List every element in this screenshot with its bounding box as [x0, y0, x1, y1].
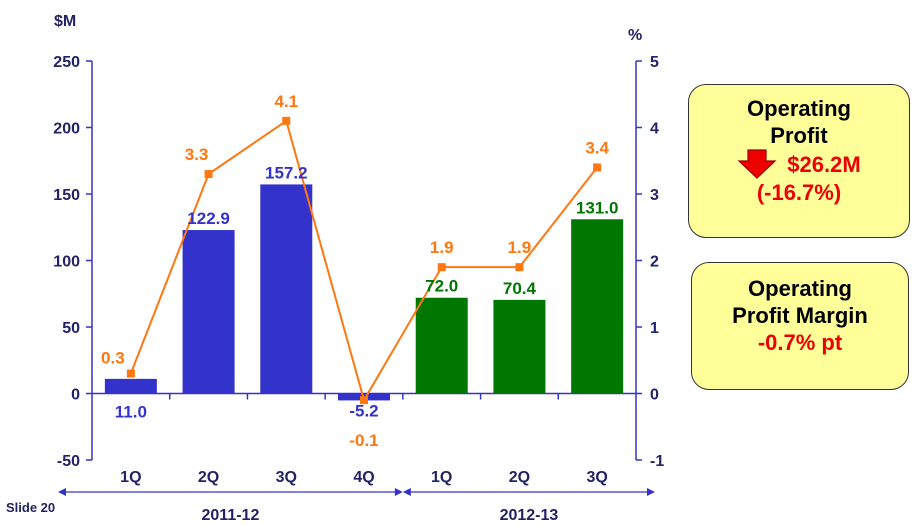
category-label: 3Q	[586, 469, 607, 486]
margin-change: -0.7% pt	[757, 330, 843, 355]
margin-point	[515, 263, 524, 272]
callout-change-row: $26.2M	[689, 149, 909, 179]
bar	[182, 230, 235, 394]
bar	[493, 299, 546, 394]
right-tick-label: -1	[650, 453, 664, 470]
margin-value-label: 0.3	[101, 349, 125, 368]
bar	[104, 378, 157, 394]
margin-point	[126, 369, 135, 378]
group-arrow-head-right	[647, 488, 655, 496]
bar-value-label: 70.4	[503, 279, 537, 298]
bar-value-label: 131.0	[576, 198, 619, 217]
bar-value-label: -5.2	[349, 402, 378, 421]
right-axis-unit: %	[628, 27, 642, 44]
group-arrow-head-left	[402, 488, 411, 496]
category-label: 2Q	[509, 469, 530, 486]
margin-point	[204, 170, 213, 179]
category-label: 4Q	[353, 469, 374, 486]
margin-line	[126, 116, 602, 405]
callout-pct: (-16.7%)	[756, 180, 842, 205]
category-label: 1Q	[431, 469, 452, 486]
right-tick-label: 2	[650, 254, 659, 271]
callout-title-1: Operating	[747, 96, 851, 121]
left-tick-label: 100	[53, 254, 80, 271]
margin-point	[437, 263, 446, 272]
axes: -50 0 50 100 150 200 250 -1 0 1 2 3 4 5 $M% 1Q 2Q 3Q 4Q 1Q 2…	[53, 13, 664, 524]
bar-value-label: 157.2	[265, 163, 308, 182]
category-label: 2Q	[198, 469, 219, 486]
bar-value-label: 122.9	[187, 209, 230, 228]
margin-value-label: 3.4	[585, 138, 609, 157]
right-tick-label: 5	[650, 54, 659, 71]
callout-change: $26.2M	[787, 151, 861, 177]
margin-title-1: Operating	[748, 276, 852, 301]
bar	[260, 184, 313, 394]
group-label: 2011-12	[202, 507, 260, 524]
left-tick-label: 200	[53, 121, 80, 138]
red-down-arrow-icon	[737, 149, 777, 179]
margin-value-label: 4.1	[274, 92, 298, 111]
callout-title-2: Profit	[770, 123, 828, 148]
left-tick-label: 50	[62, 320, 80, 337]
category-label: 3Q	[276, 469, 297, 486]
bars	[104, 184, 624, 401]
margin-title-2: Profit Margin	[732, 303, 868, 328]
operating-margin-callout: Operating Profit Margin -0.7% pt	[691, 262, 909, 390]
group-label: 2012-13	[500, 507, 559, 524]
category-label: 1Q	[120, 469, 141, 486]
margin-value-label: 1.9	[508, 238, 532, 257]
margin-point	[282, 116, 291, 125]
margin-point	[593, 163, 602, 172]
right-tick-label: 3	[650, 187, 659, 204]
left-tick-label: 150	[53, 187, 80, 204]
group-arrow-head-left	[58, 488, 66, 496]
bar-value-label: 72.0	[425, 277, 458, 296]
data-labels: 11.0 122.9 157.2 -5.2 72.0 70.4 131.0 0.3 3.3 4.1…	[101, 92, 618, 450]
left-tick-label: -50	[57, 453, 80, 470]
bar	[571, 219, 624, 394]
left-tick-label: 250	[53, 54, 80, 71]
right-tick-label: 1	[650, 320, 659, 337]
left-axis-unit: $M	[54, 13, 76, 30]
right-tick-label: 4	[650, 121, 659, 138]
margin-value-label: -0.1	[349, 431, 378, 450]
bar	[415, 297, 468, 394]
operating-profit-callout: Operating Profit $26.2M (-16.7%)	[688, 84, 910, 238]
left-tick-label: 0	[71, 387, 80, 404]
right-tick-label: 0	[650, 387, 659, 404]
margin-point	[360, 396, 368, 405]
slide-number: Slide 20	[6, 500, 56, 515]
group-arrow-head-right	[394, 488, 403, 496]
bar-value-label: 11.0	[115, 403, 147, 422]
margin-value-label: 1.9	[430, 238, 454, 257]
margin-value-label: 3.3	[185, 145, 209, 164]
